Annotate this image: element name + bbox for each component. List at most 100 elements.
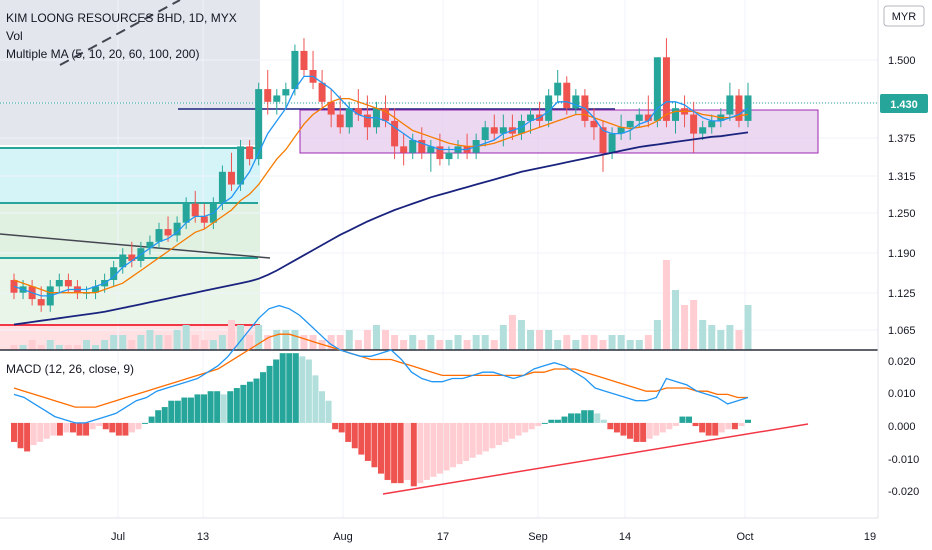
time-tick-label: Aug — [333, 531, 353, 543]
macd-histogram-bar — [233, 388, 240, 423]
candle-body — [291, 50, 299, 90]
candle-body — [635, 114, 643, 121]
macd-histogram-bar — [672, 422, 679, 427]
macd-histogram-bar — [410, 422, 417, 487]
volume-bar — [354, 340, 362, 350]
volume-bar — [82, 340, 90, 350]
volume-bar — [218, 335, 226, 350]
candle-body — [662, 57, 670, 121]
volume-bar — [436, 340, 444, 350]
macd-histogram-bar — [378, 422, 384, 474]
volume-bar — [617, 335, 625, 350]
macd-histogram-bar — [305, 359, 312, 423]
volume-bar — [608, 335, 616, 350]
volume-bar — [472, 335, 480, 350]
macd-histogram-bar — [69, 422, 76, 433]
macd-histogram-bar — [699, 422, 706, 433]
candle-body — [690, 114, 698, 134]
macd-histogram-bar — [358, 422, 365, 455]
volume-bar — [517, 320, 525, 350]
macd-histogram-bar — [187, 397, 194, 423]
volume-bar — [209, 340, 217, 350]
ma-legend[interactable]: Multiple MA (5, 10, 20, 60, 100, 200) — [6, 47, 200, 61]
candle-body — [128, 254, 136, 261]
volume-bar — [400, 340, 408, 350]
volume-legend[interactable]: Vol — [6, 29, 23, 43]
candle-body — [336, 114, 344, 128]
symbol-title[interactable]: KIM LOONG RESOURCES BHD, 1D, MYX — [6, 11, 237, 25]
volume-bar — [110, 335, 118, 350]
candle-body — [427, 146, 435, 153]
macd-histogram-bar — [436, 422, 443, 474]
price-tick-label: 1.190 — [888, 248, 916, 260]
macd-histogram-bar — [476, 422, 483, 455]
volume-bar — [599, 340, 607, 350]
price-tick-label: 1.125 — [888, 288, 916, 300]
macd-legend-label[interactable]: MACD (12, 26, close, 9) — [6, 362, 135, 376]
volume-bar — [10, 345, 18, 350]
macd-histogram-bar — [63, 422, 70, 433]
macd-histogram-bar — [450, 422, 457, 468]
volume-bar — [273, 330, 281, 350]
macd-histogram-bar — [332, 422, 339, 430]
currency-label[interactable]: MYR — [892, 11, 917, 23]
candle-body — [255, 89, 263, 160]
macd-histogram-bar — [115, 422, 122, 436]
currency-badge — [883, 5, 925, 27]
time-tick-label: 17 — [437, 531, 449, 543]
macd-histogram-bar — [509, 422, 516, 439]
volume-bar — [200, 340, 208, 350]
candle-body — [726, 95, 734, 115]
candle-body — [264, 89, 272, 102]
macd-histogram-bar — [109, 422, 116, 433]
candle-body — [400, 146, 408, 153]
volume-bar — [735, 330, 743, 350]
macd-histogram-bar — [319, 391, 326, 423]
macd-tick-label: 0.000 — [888, 421, 916, 433]
candle-body — [445, 152, 453, 160]
candle-body — [391, 120, 399, 147]
volume-bar — [463, 340, 471, 350]
volume-bar — [55, 345, 63, 350]
macd-legend: MACD (12, 26, close, 9) — [6, 360, 134, 378]
macd-histogram-bar — [89, 422, 96, 430]
volume-bar — [572, 340, 580, 350]
macd-histogram-bar — [83, 422, 90, 436]
macd-histogram-bar — [122, 422, 129, 436]
volume-bar — [382, 330, 390, 350]
candle-body — [246, 146, 254, 160]
macd-histogram-bar — [325, 400, 332, 423]
macd-histogram-bar — [718, 422, 725, 433]
volume-bar — [690, 300, 698, 350]
candle-body — [10, 280, 18, 293]
candle-body — [436, 146, 444, 160]
volume-bar — [699, 320, 707, 350]
macd-histogram-bar — [207, 391, 214, 423]
macd-histogram-bar — [364, 422, 371, 461]
macd-histogram-bar — [443, 422, 450, 471]
price-tick-label: 1.065 — [888, 325, 916, 337]
volume-bar — [191, 335, 199, 350]
macd-histogram-bar — [568, 413, 575, 423]
volume-bar — [227, 320, 235, 350]
macd-histogram-bar — [607, 422, 614, 430]
candle-body — [37, 299, 45, 306]
macd-histogram-bar — [43, 422, 50, 439]
macd-histogram-bar — [613, 422, 620, 433]
macd-histogram-bar — [102, 422, 109, 430]
macd-histogram-bar — [50, 422, 57, 436]
macd-histogram-bar — [135, 422, 142, 430]
candle-body — [173, 222, 181, 236]
macd-histogram-bar — [345, 422, 352, 442]
candle-body — [227, 171, 235, 185]
macd-histogram-bar — [541, 422, 548, 424]
macd-histogram-bar — [430, 422, 437, 477]
volume-bar — [635, 340, 643, 350]
last-price-badge — [880, 94, 928, 113]
shade-grey — [0, 0, 260, 145]
volume-bar — [336, 335, 344, 350]
candle-body — [699, 127, 707, 134]
ma-fast-line — [13, 75, 749, 297]
volume-bar — [418, 340, 426, 350]
